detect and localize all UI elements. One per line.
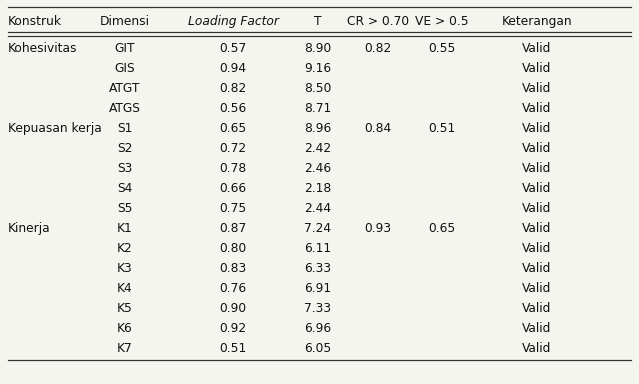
Text: 9.16: 9.16 (304, 62, 331, 75)
Text: 0.57: 0.57 (220, 42, 247, 55)
Text: 6.33: 6.33 (304, 262, 331, 275)
Text: 0.51: 0.51 (429, 122, 456, 135)
Text: Valid: Valid (522, 262, 551, 275)
Text: 6.05: 6.05 (304, 342, 331, 355)
Text: K5: K5 (117, 302, 132, 315)
Text: 0.66: 0.66 (220, 182, 247, 195)
Text: 0.84: 0.84 (365, 122, 392, 135)
Text: Valid: Valid (522, 202, 551, 215)
Text: 8.50: 8.50 (304, 82, 331, 95)
Text: 0.83: 0.83 (220, 262, 247, 275)
Text: Valid: Valid (522, 122, 551, 135)
Text: VE > 0.5: VE > 0.5 (415, 15, 469, 28)
Text: 0.94: 0.94 (220, 62, 247, 75)
Text: K7: K7 (117, 342, 132, 355)
Text: 8.71: 8.71 (304, 102, 331, 115)
Text: S3: S3 (117, 162, 132, 175)
Text: 8.90: 8.90 (304, 42, 331, 55)
Text: Valid: Valid (522, 102, 551, 115)
Text: 7.33: 7.33 (304, 302, 331, 315)
Text: K2: K2 (117, 242, 132, 255)
Text: Keterangan: Keterangan (502, 15, 572, 28)
Text: Konstruk: Konstruk (8, 15, 62, 28)
Text: ATGS: ATGS (109, 102, 141, 115)
Text: S1: S1 (117, 122, 132, 135)
Text: ATGT: ATGT (109, 82, 141, 95)
Text: 0.75: 0.75 (220, 202, 247, 215)
Text: Loading Factor: Loading Factor (188, 15, 279, 28)
Text: Valid: Valid (522, 182, 551, 195)
Text: Valid: Valid (522, 302, 551, 315)
Text: K6: K6 (117, 322, 132, 335)
Text: K3: K3 (117, 262, 132, 275)
Text: 2.44: 2.44 (304, 202, 331, 215)
Text: GIS: GIS (114, 62, 135, 75)
Text: 0.80: 0.80 (220, 242, 247, 255)
Text: S5: S5 (117, 202, 132, 215)
Text: 0.87: 0.87 (220, 222, 247, 235)
Text: 0.65: 0.65 (429, 222, 456, 235)
Text: Valid: Valid (522, 282, 551, 295)
Text: Valid: Valid (522, 142, 551, 155)
Text: 7.24: 7.24 (304, 222, 331, 235)
Text: CR > 0.70: CR > 0.70 (347, 15, 410, 28)
Text: S4: S4 (117, 182, 132, 195)
Text: 0.51: 0.51 (220, 342, 247, 355)
Text: 0.65: 0.65 (220, 122, 247, 135)
Text: 6.11: 6.11 (304, 242, 331, 255)
Text: Kinerja: Kinerja (8, 222, 50, 235)
Text: 0.82: 0.82 (220, 82, 247, 95)
Text: 0.90: 0.90 (220, 302, 247, 315)
Text: 0.76: 0.76 (220, 282, 247, 295)
Text: 6.96: 6.96 (304, 322, 331, 335)
Text: 0.56: 0.56 (220, 102, 247, 115)
Text: S2: S2 (117, 142, 132, 155)
Text: Valid: Valid (522, 42, 551, 55)
Text: T: T (314, 15, 321, 28)
Text: 0.93: 0.93 (365, 222, 392, 235)
Text: 2.46: 2.46 (304, 162, 331, 175)
Text: Valid: Valid (522, 82, 551, 95)
Text: K1: K1 (117, 222, 132, 235)
Text: 0.72: 0.72 (220, 142, 247, 155)
Text: 0.82: 0.82 (365, 42, 392, 55)
Text: 0.92: 0.92 (220, 322, 247, 335)
Text: 2.42: 2.42 (304, 142, 331, 155)
Text: 0.55: 0.55 (429, 42, 456, 55)
Text: Kepuasan kerja: Kepuasan kerja (8, 122, 102, 135)
Text: Valid: Valid (522, 242, 551, 255)
Text: 8.96: 8.96 (304, 122, 331, 135)
Text: Dimensi: Dimensi (100, 15, 150, 28)
Text: K4: K4 (117, 282, 132, 295)
Text: GIT: GIT (114, 42, 135, 55)
Text: 2.18: 2.18 (304, 182, 331, 195)
Text: Kohesivitas: Kohesivitas (8, 42, 77, 55)
Text: 0.78: 0.78 (220, 162, 247, 175)
Text: Valid: Valid (522, 62, 551, 75)
Text: Valid: Valid (522, 342, 551, 355)
Text: Valid: Valid (522, 222, 551, 235)
Text: 6.91: 6.91 (304, 282, 331, 295)
Text: Valid: Valid (522, 162, 551, 175)
Text: Valid: Valid (522, 322, 551, 335)
